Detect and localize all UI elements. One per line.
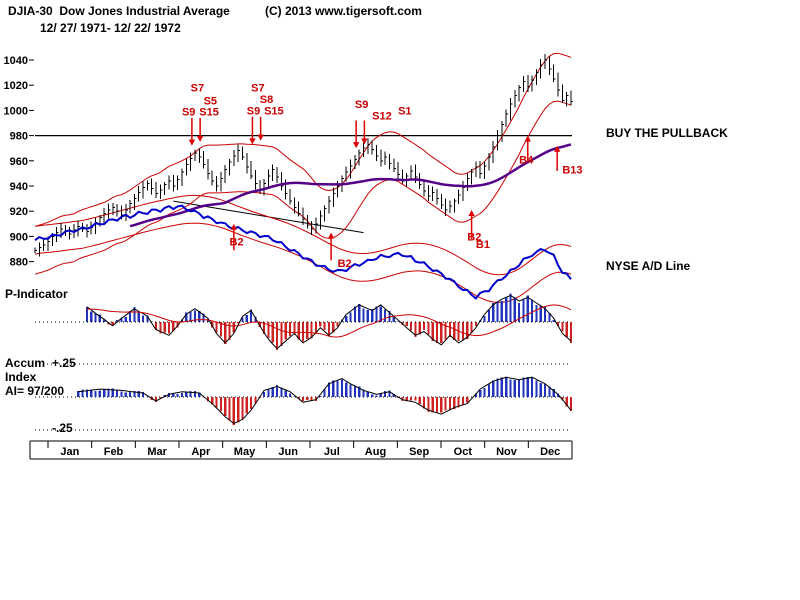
signal-arrow-head-down [196, 135, 204, 142]
month-label-jan: Jan [60, 446, 79, 458]
month-label-oct: Oct [454, 446, 473, 458]
signal-arrow-head-down [352, 142, 360, 149]
month-label-mar: Mar [147, 446, 167, 458]
signal-label-b2: B2 [467, 231, 481, 243]
month-label-apr: Apr [191, 446, 211, 458]
accum-index-line [78, 376, 572, 424]
y-axis-label: 1040 [4, 55, 28, 67]
signal-label-s12: S12 [372, 110, 392, 122]
copyright-text: (C) 2013 www.tigersoft.com [265, 4, 422, 18]
ad-upper-band [34, 194, 572, 276]
chart-date-range: 12/ 27/ 1971- 12/ 22/ 1972 [40, 21, 181, 35]
y-axis-label: 960 [10, 156, 28, 168]
signal-arrow-head-up [468, 209, 475, 216]
month-label-nov: Nov [496, 446, 518, 458]
signal-label-b4: B4 [519, 155, 534, 167]
signal-label-s7: S7 [251, 83, 264, 95]
signal-arrow-head-down [249, 138, 256, 145]
accum-plus25-label: +.25 [52, 356, 76, 370]
signal-label-s15: S15 [264, 105, 284, 117]
signal-label-s5: S5 [204, 95, 217, 107]
signal-arrow-head-up [553, 145, 561, 152]
signal-label-b2: B2 [338, 258, 352, 270]
signal-label-s1: S1 [398, 105, 411, 117]
price-lower-band [34, 100, 572, 275]
accum-label: Accum [5, 356, 46, 370]
y-axis-label: 1020 [4, 80, 28, 92]
signal-arrow-head-up [230, 223, 238, 230]
signal-label-s8: S8 [260, 94, 273, 106]
signal-label-b1: B1 [476, 239, 490, 251]
month-label-jul: Jul [324, 446, 340, 458]
ad-lower-band [34, 222, 572, 303]
signal-label-s9: S9 [182, 107, 195, 119]
y-axis-label: 980 [10, 131, 28, 143]
p-indicator-line [86, 294, 572, 350]
month-label-feb: Feb [104, 446, 124, 458]
signal-label-s15: S15 [199, 107, 219, 119]
nyse-ad-line-annotation: NYSE A/D Line [606, 259, 691, 273]
signal-label-s9: S9 [355, 99, 368, 111]
month-label-aug: Aug [365, 446, 386, 458]
p-indicator-label: P-Indicator [5, 287, 68, 301]
signal-label-b13: B13 [562, 165, 582, 177]
ai-reading-label: AI= 97/200 [5, 384, 65, 398]
signal-arrow-head-up [327, 232, 335, 239]
signal-arrow-head-up [524, 135, 531, 142]
signal-arrow-head-down [361, 138, 368, 145]
accum-minus25-label: -.25 [52, 421, 73, 435]
month-label-jun: Jun [278, 446, 298, 458]
month-label-sep: Sep [409, 446, 429, 458]
signal-label-s9: S9 [247, 105, 260, 117]
signal-label-s7: S7 [191, 83, 204, 95]
y-axis-label: 880 [10, 257, 28, 269]
accum-index-label: Index [5, 370, 37, 384]
buy-pullback-annotation: BUY THE PULLBACK [606, 126, 728, 140]
y-axis-label: 920 [10, 206, 28, 218]
chart-title: DJIA-30 Dow Jones Industrial Average [8, 4, 230, 18]
price-upper-band [34, 52, 572, 227]
long-ma-line [129, 143, 572, 228]
y-axis-label: 940 [10, 181, 28, 193]
p-indicator-signal-line [86, 304, 572, 338]
y-axis-label: 1000 [4, 105, 28, 117]
nyse-ad-line [34, 204, 572, 300]
signal-arrow-head-down [188, 139, 196, 146]
month-label-dec: Dec [540, 446, 560, 458]
signal-arrow-head-down [257, 134, 264, 141]
y-axis-label: 900 [10, 231, 28, 243]
signal-label-b2: B2 [230, 236, 244, 248]
month-label-may: May [234, 446, 256, 458]
